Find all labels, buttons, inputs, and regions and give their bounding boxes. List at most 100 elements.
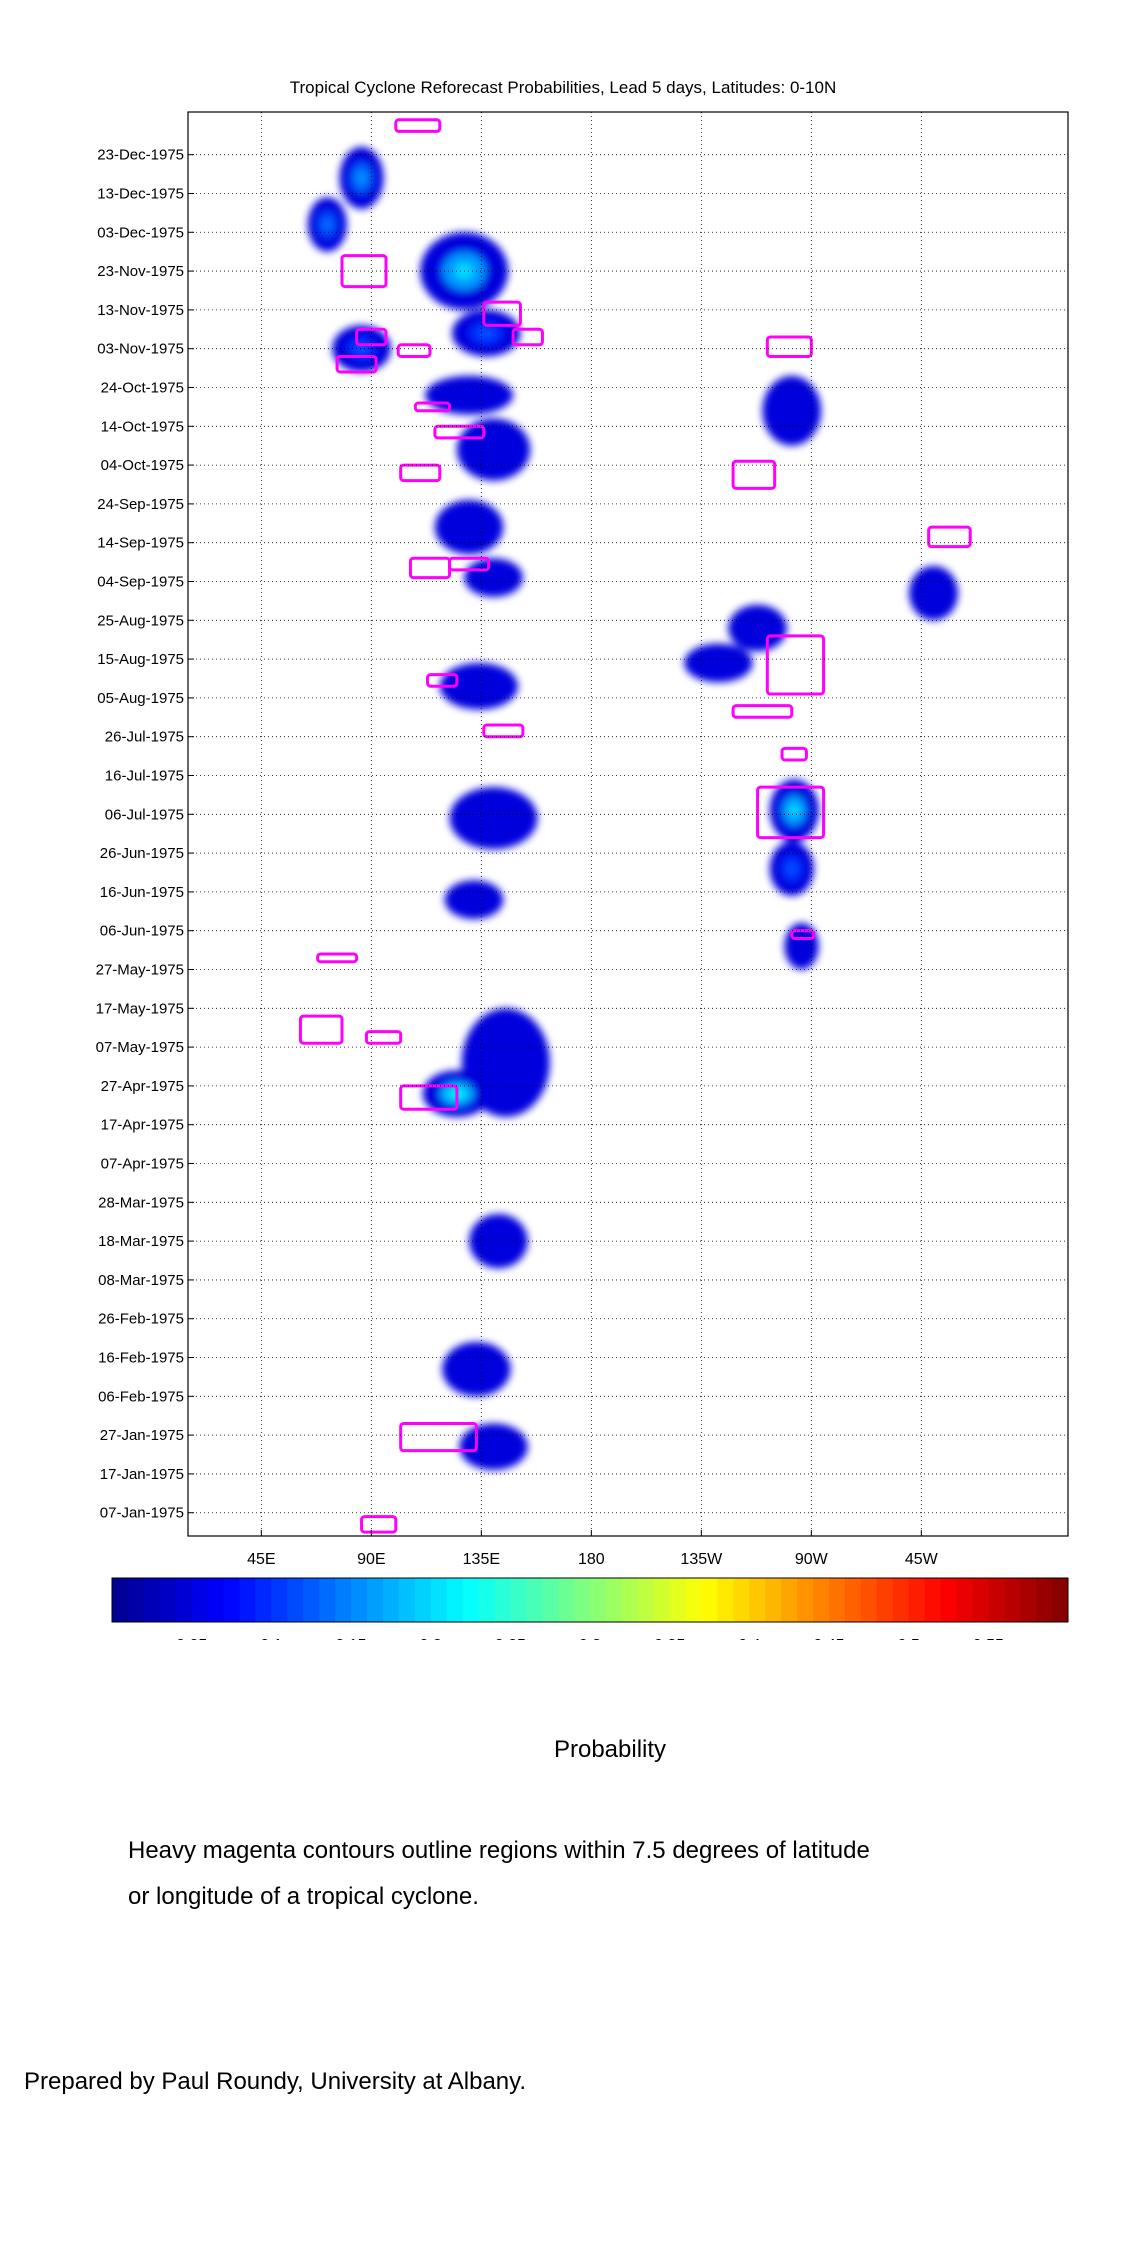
x-tick-label: 90E [357,1551,385,1568]
y-tick-label: 17-Apr-1975 [101,1117,184,1134]
colorbar-segment [159,1578,177,1622]
probability-region [456,418,531,481]
probability-region [469,1213,528,1269]
cyclone-contour [399,463,442,483]
x-tick-label: 135E [463,1551,500,1568]
colorbar-segment [558,1578,575,1622]
y-tick-label: 07-May-1975 [96,1039,184,1056]
colorbar-segment [351,1578,368,1622]
colorbar-segment [175,1578,193,1622]
cyclone-contour [765,634,826,696]
y-tick-label: 23-Dec-1975 [97,147,184,164]
probability-peak [786,862,797,875]
cyclone-contour [511,327,544,347]
probability-region [909,565,958,621]
probability-peak [356,171,367,185]
colorbar-segment [781,1578,798,1622]
colorbar-segment [765,1578,782,1622]
x-tick-label: 45W [905,1551,939,1568]
y-tick-label: 13-Dec-1975 [97,185,184,202]
cyclone-contour [360,1515,398,1534]
x-tick-label: 45E [247,1551,275,1568]
cyclone-contour [340,254,388,289]
colorbar-segment [1004,1578,1021,1622]
colorbar-tick-label: 0.5 [898,1637,920,1640]
colorbar-segment [876,1578,894,1622]
y-tick-label: 16-Jun-1975 [100,884,184,901]
colorbar-segment [797,1578,814,1622]
y-tick-label: 14-Sep-1975 [97,535,184,552]
cyclone-contour [448,556,491,572]
note-line-1: Heavy magenta contours outline regions w… [128,1837,870,1864]
colorbar-segment [207,1578,225,1622]
y-tick-label: 18-Mar-1975 [98,1233,184,1250]
y-tick-label: 13-Nov-1975 [97,302,184,319]
colorbar-segment [112,1578,129,1622]
colorbar-segment [972,1578,989,1622]
colorbar-segment [749,1578,766,1622]
colorbar-segment [829,1578,846,1622]
y-tick-label: 16-Jul-1975 [105,767,184,784]
colorbar-segment [494,1578,511,1622]
colorbar-segment [733,1578,750,1622]
y-tick-label: 03-Nov-1975 [97,341,184,358]
colorbar-segment [446,1578,464,1622]
colorbar-segment [940,1578,957,1622]
colorbar-segment [908,1578,926,1622]
y-tick-label: 07-Apr-1975 [101,1156,184,1173]
y-tick-label: 27-Apr-1975 [101,1078,184,1095]
colorbar-segment [574,1578,591,1622]
cyclone-contour [396,343,432,358]
cyclone-contour [394,118,442,133]
x-tick-label: 135W [680,1551,723,1568]
colorbar-segment [191,1578,209,1622]
colorbar-tick-label: 0.35 [654,1637,685,1640]
y-tick-label: 17-May-1975 [96,1000,184,1017]
colorbar-segment [813,1578,830,1622]
note-text: Heavy magenta contours outline regions w… [128,1828,870,1920]
colorbar-segment [988,1578,1005,1622]
colorbar-segment [685,1578,703,1622]
probability-peak [788,803,800,818]
colorbar-segment [430,1578,448,1622]
colorbar-segment [717,1578,734,1622]
colorbar-tick-label: 0.4 [738,1637,760,1640]
probability-layer [307,146,958,1471]
grid-lines [188,112,1068,1536]
colorbar-label: Probability [553,1736,667,1763]
y-axis: 23-Dec-1975 13-Dec-1975 03-Dec-1975 23-Nov-… [96,147,194,1522]
colorbar-tick-label: 0.25 [495,1637,526,1640]
probability-region [425,375,514,415]
colorbar-segment [143,1578,161,1622]
probability-region [464,558,523,598]
probability-field [307,146,958,1471]
note-line-2: or longitude of a tropical cyclone. [128,1883,479,1910]
y-tick-label: 28-Mar-1975 [98,1194,184,1211]
colorbar-tick-label: 0.45 [813,1637,844,1640]
cyclone-contour [413,401,452,413]
x-tick-label: 90W [795,1551,829,1568]
colorbar-segment [526,1578,543,1622]
colorbar-segment [860,1578,878,1622]
probability-region [444,880,504,920]
cyclone-contour [316,952,359,964]
colorbar-segment [255,1578,272,1622]
cyclone-contour [399,1421,478,1453]
y-tick-label: 25-Aug-1975 [97,612,184,629]
probability-region [762,375,822,446]
colorbar-segment [621,1578,639,1622]
y-tick-label: 27-May-1975 [96,962,184,979]
colorbar-segment [1052,1578,1069,1622]
cyclone-contour [482,300,522,327]
y-tick-label: 06-Feb-1975 [98,1388,184,1405]
probability-peak [478,328,494,339]
cyclone-contour-layer [298,118,972,1534]
probability-region [449,787,538,850]
y-tick-label: 27-Jan-1975 [100,1427,184,1444]
cyclone-contour [408,556,452,580]
credit-text: Prepared by Paul Roundy, University at A… [24,2068,527,2095]
y-tick-label: 14-Oct-1975 [101,418,184,435]
colorbar-segment [127,1578,145,1622]
probability-region [459,1423,528,1471]
